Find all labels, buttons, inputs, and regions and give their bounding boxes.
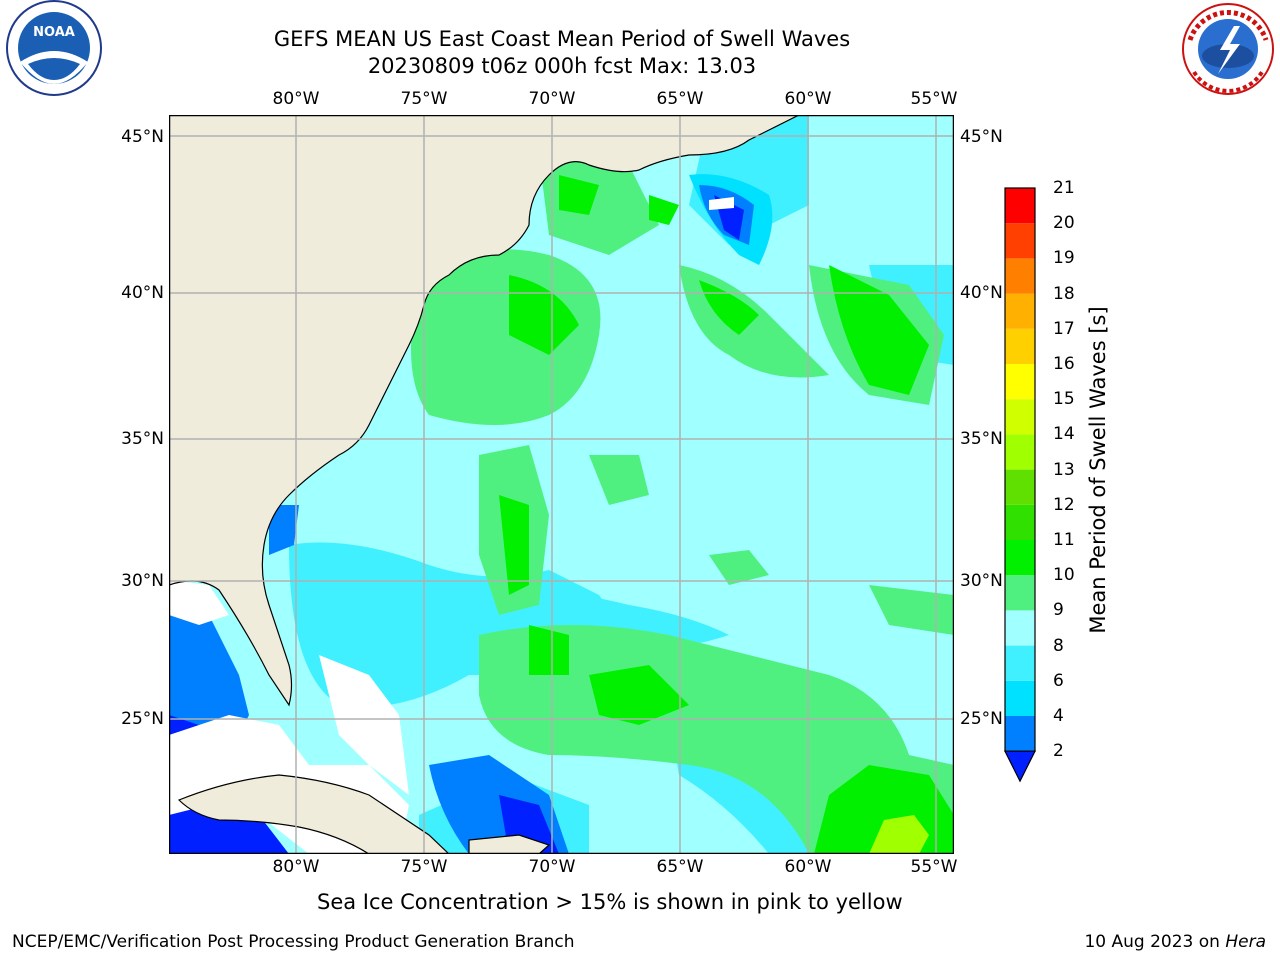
colorbar-segment bbox=[1005, 469, 1035, 505]
sea-ice-note: Sea Ice Concentration > 15% is shown in … bbox=[317, 890, 903, 914]
lon-label-bottom: 70°W bbox=[528, 857, 576, 877]
chart-title: GEFS MEAN US East Coast Mean Period of S… bbox=[273, 27, 851, 51]
lon-label-top: 65°W bbox=[656, 89, 704, 109]
colorbar-tick-label: 2 bbox=[1053, 741, 1064, 762]
colorbar-segment bbox=[1005, 364, 1035, 400]
colorbar-tick-label: 14 bbox=[1053, 424, 1075, 445]
colorbar-tick-label: 17 bbox=[1053, 318, 1075, 339]
colorbar-tick-label: 21 bbox=[1053, 178, 1075, 198]
lon-label-top: 55°W bbox=[910, 89, 958, 109]
chart-subtitle: 20230809 t06z 000h fcst Max: 13.03 bbox=[367, 54, 757, 78]
lon-label-top: 60°W bbox=[784, 89, 832, 109]
colorbar-tick-label: 12 bbox=[1053, 494, 1075, 515]
colorbar-tick-label: 15 bbox=[1053, 389, 1075, 410]
nws-logo bbox=[1182, 3, 1274, 95]
colorbar-tick-label: 16 bbox=[1053, 354, 1075, 374]
colorbar-segment bbox=[1005, 399, 1035, 435]
colorbar-tick-label: 20 bbox=[1053, 213, 1075, 234]
lat-label-left: 40°N bbox=[121, 283, 164, 303]
lat-label-left: 45°N bbox=[121, 127, 164, 147]
colorbar-segment bbox=[1005, 716, 1035, 752]
footer-credit: NCEP/EMC/Verification Post Processing Pr… bbox=[12, 932, 575, 952]
lon-label-bottom: 55°W bbox=[910, 857, 958, 877]
lat-label-right: 40°N bbox=[960, 283, 1003, 303]
lon-label-bottom: 65°W bbox=[656, 857, 704, 877]
colorbar-segment bbox=[1005, 258, 1035, 294]
colorbar bbox=[1004, 187, 1036, 783]
lon-label-bottom: 80°W bbox=[272, 857, 320, 877]
colorbar-extend-arrow bbox=[1004, 750, 1036, 783]
colorbar-tick-label: 8 bbox=[1053, 635, 1064, 656]
noaa-logo-text: NOAA bbox=[33, 25, 75, 40]
colorbar-title: Mean Period of Swell Waves [s] bbox=[1086, 306, 1110, 634]
lat-label-left: 25°N bbox=[121, 709, 164, 729]
lat-label-right: 25°N bbox=[960, 709, 1003, 729]
colorbar-tick-label: 4 bbox=[1053, 706, 1064, 726]
noaa-logo: NOAA bbox=[6, 0, 102, 96]
lon-label-top: 70°W bbox=[528, 89, 576, 109]
map-frame bbox=[169, 115, 954, 854]
colorbar-segment bbox=[1005, 540, 1035, 576]
colorbar-segments bbox=[1004, 187, 1036, 752]
colorbar-segment bbox=[1005, 188, 1035, 224]
colorbar-segment bbox=[1005, 223, 1035, 259]
colorbar-segment bbox=[1005, 680, 1035, 716]
colorbar-tick-label: 9 bbox=[1053, 600, 1064, 621]
footer-date: 10 Aug 2023 on Hera bbox=[1084, 932, 1266, 952]
land-north-america bbox=[169, 115, 800, 707]
lat-label-right: 30°N bbox=[960, 571, 1003, 591]
lon-label-top: 75°W bbox=[400, 89, 448, 109]
land-cuba bbox=[177, 774, 450, 854]
colorbar-segment bbox=[1005, 645, 1035, 681]
map-gridlines bbox=[169, 115, 954, 854]
land-hispaniola bbox=[468, 834, 551, 854]
lon-label-top: 80°W bbox=[272, 89, 320, 109]
colorbar-tick-label: 11 bbox=[1053, 530, 1075, 550]
colorbar-segment bbox=[1005, 434, 1035, 470]
colorbar-segment bbox=[1005, 328, 1035, 364]
lat-label-left: 35°N bbox=[121, 429, 164, 449]
swell-period-map bbox=[169, 115, 954, 854]
colorbar-segment bbox=[1005, 293, 1035, 329]
lat-label-right: 45°N bbox=[960, 127, 1003, 147]
footer-host: Hera bbox=[1225, 932, 1266, 952]
colorbar-tick-label: 10 bbox=[1053, 565, 1075, 586]
lon-label-bottom: 75°W bbox=[400, 857, 448, 877]
colorbar-segment bbox=[1005, 575, 1035, 611]
colorbar-segment bbox=[1005, 610, 1035, 646]
footer-date-text: 10 Aug 2023 on bbox=[1084, 932, 1226, 952]
colorbar-segment bbox=[1005, 504, 1035, 540]
colorbar-tick-label: 13 bbox=[1053, 459, 1075, 480]
lat-label-right: 35°N bbox=[960, 429, 1003, 449]
colorbar-tick-label: 19 bbox=[1053, 248, 1075, 269]
lat-label-left: 30°N bbox=[121, 571, 164, 591]
colorbar-tick-label: 18 bbox=[1053, 283, 1075, 304]
colorbar-tick-label: 6 bbox=[1053, 670, 1064, 691]
lon-label-bottom: 60°W bbox=[784, 857, 832, 877]
period-max-patch bbox=[869, 815, 929, 854]
